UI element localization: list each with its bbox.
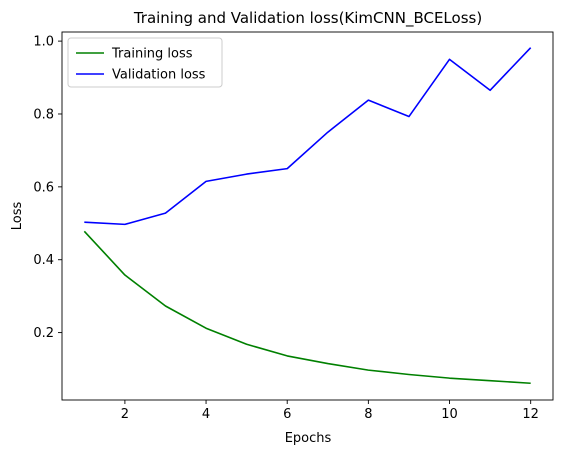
x-axis: 2 4 6 8 10 12: [121, 400, 539, 422]
y-tick-label: 0.4: [33, 253, 54, 268]
x-axis-label: Epochs: [285, 431, 332, 446]
series-layer: [83, 47, 532, 385]
x-tick-label: 2: [121, 407, 129, 422]
y-axis-label: Loss: [10, 202, 25, 231]
legend-box: [67, 37, 223, 88]
x-tick-label: 12: [522, 407, 539, 422]
y-tick-label: 0.8: [33, 107, 54, 122]
x-tick-label: 6: [283, 407, 291, 422]
axes-layer: [61, 31, 554, 401]
legend: Training loss Validation loss: [67, 37, 223, 88]
chart-title: Training and Validation loss(KimCNN_BCEL…: [133, 9, 482, 28]
y-tick-label: 0.2: [33, 326, 54, 341]
series-line-training-loss: [83, 230, 531, 385]
series-line-validation-loss: [84, 47, 532, 226]
y-tick-label: 1.0: [33, 35, 54, 50]
legend-label: Training loss: [111, 47, 193, 62]
x-tick-label: 8: [364, 407, 372, 422]
legend-label: Validation loss: [112, 68, 206, 83]
y-tick-label: 0.6: [33, 180, 54, 195]
plot-frame: [61, 31, 554, 401]
x-tick-label: 4: [202, 407, 210, 422]
plot-area: [62, 32, 553, 400]
y-axis: 0.2 0.4 0.6 0.8 1.0: [33, 35, 62, 341]
x-tick-label: 10: [441, 407, 458, 422]
